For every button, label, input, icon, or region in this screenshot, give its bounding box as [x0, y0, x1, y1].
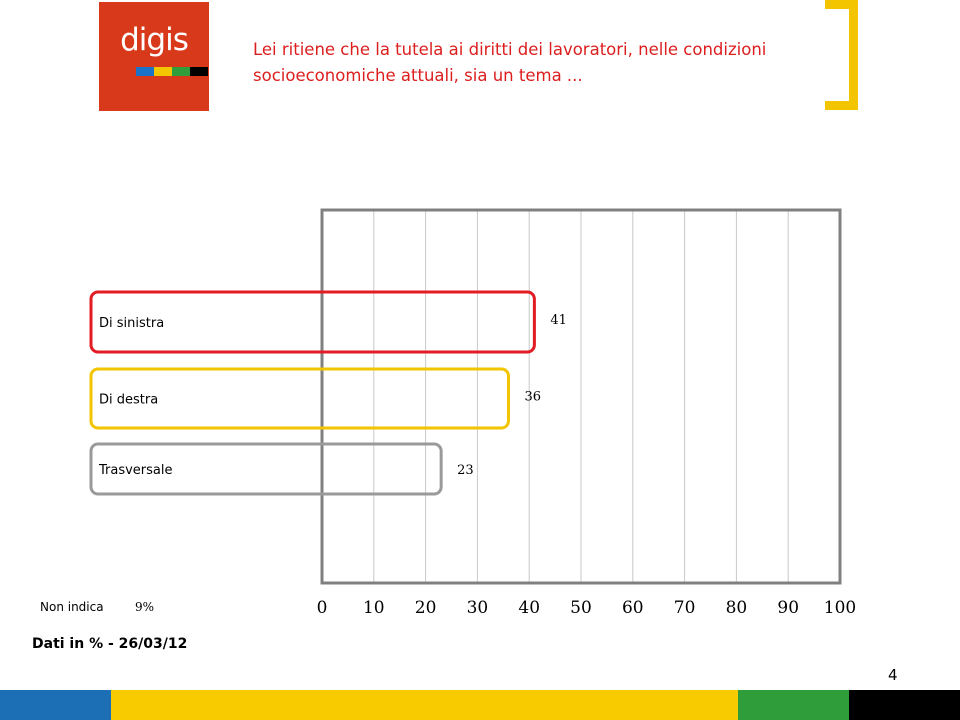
x-tick-label: 50	[570, 598, 592, 618]
data-label: 41	[550, 313, 567, 328]
logo-strip-blue	[136, 67, 154, 76]
logo-color-strip	[136, 67, 208, 76]
non-indica-label: Non indica	[40, 600, 104, 614]
bar	[89, 367, 510, 430]
bottom-bar-yellow	[111, 690, 738, 720]
bar	[89, 290, 536, 354]
x-tick-label: 40	[518, 598, 540, 618]
bottom-bar-blue	[0, 690, 111, 720]
x-tick-label: 20	[415, 598, 437, 618]
x-tick-label: 30	[467, 598, 489, 618]
logo-strip-yellow	[154, 67, 172, 76]
category-label: Trasversale	[98, 463, 173, 478]
logo-strip-black	[190, 67, 208, 76]
logo-strip-green	[172, 67, 190, 76]
bar	[89, 442, 443, 496]
x-tick-label: 80	[726, 598, 748, 618]
x-tick-label: 90	[777, 598, 799, 618]
bracket-decoration	[825, 0, 858, 110]
x-tick-label: 0	[317, 598, 328, 618]
data-label: 23	[457, 463, 474, 478]
plot-frame	[320, 208, 842, 585]
category-label: Di destra	[99, 393, 158, 408]
bar-chart: 0 10 20 30 40 50 60 70 80 90 100 Di sinistra 41 Di de…	[40, 208, 856, 618]
bottom-bar-black	[849, 690, 960, 720]
data-label: 36	[524, 390, 541, 405]
x-tick-label: 70	[674, 598, 696, 618]
survey-question: Lei ritiene che la tutela ai diritti dei…	[253, 40, 767, 85]
data-footnote: Dati in % - 26/03/12	[32, 636, 188, 652]
x-tick-label: 60	[622, 598, 644, 618]
digis-logo: digis	[99, 2, 209, 111]
non-indica-value: 9%	[135, 600, 154, 614]
category-label: Di sinistra	[99, 316, 164, 331]
x-tick-label: 100	[824, 598, 856, 618]
x-tick-label: 10	[363, 598, 385, 618]
bottom-color-bar	[0, 690, 960, 720]
page-number: 4	[888, 666, 898, 684]
logo-text: digis	[120, 22, 189, 58]
bottom-bar-green	[738, 690, 849, 720]
